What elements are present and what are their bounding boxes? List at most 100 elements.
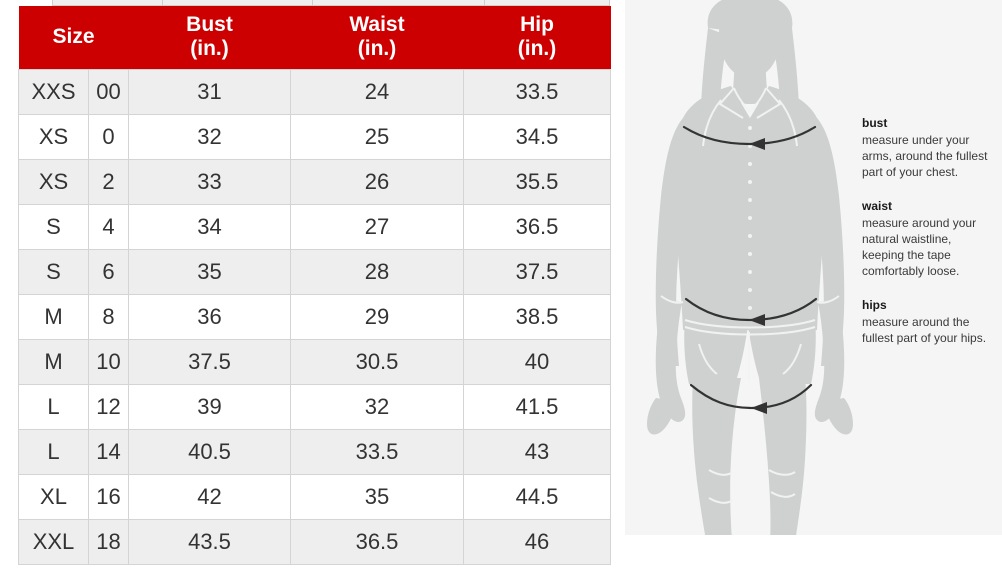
cell-size: XS <box>18 159 89 206</box>
table-row: XL 16 42 35 44.5 <box>18 474 611 521</box>
cell-num: 2 <box>88 159 129 206</box>
cell-hip: 41.5 <box>463 384 611 431</box>
size-chart-table: Size Bust (in.) Waist (in.) Hip (in.) XX… <box>18 6 611 566</box>
table-row: XS 2 33 26 35.5 <box>18 159 611 206</box>
column-header-size: Size <box>18 6 129 70</box>
table-header: Size Bust (in.) Waist (in.) Hip (in.) <box>18 6 611 70</box>
cell-bust: 39 <box>128 384 291 431</box>
cell-bust: 36 <box>128 294 291 341</box>
table-row: M 8 36 29 38.5 <box>18 294 611 341</box>
cell-bust: 37.5 <box>128 339 291 386</box>
female-body-silhouette-icon <box>647 0 853 535</box>
bust-arrowhead-icon <box>749 138 765 150</box>
table-row: XXS 00 31 24 33.5 <box>18 69 611 116</box>
clipped-cell-1 <box>53 0 163 6</box>
table-row: XS 0 32 25 34.5 <box>18 114 611 161</box>
cell-num: 10 <box>88 339 129 386</box>
cell-num: 00 <box>88 69 129 116</box>
measurement-illustration-panel: bust measure under your arms, around the… <box>625 0 1002 535</box>
cell-hip: 38.5 <box>463 294 611 341</box>
note-hips-body: measure around the fullest part of your … <box>862 314 987 345</box>
cell-size: S <box>18 204 89 251</box>
cell-waist: 26 <box>290 159 464 206</box>
cell-bust: 33 <box>128 159 291 206</box>
cell-size: XS <box>18 114 89 161</box>
cell-waist: 25 <box>290 114 464 161</box>
cell-size: S <box>18 249 89 296</box>
cell-hip: 35.5 <box>463 159 611 206</box>
cell-waist: 24 <box>290 69 464 116</box>
cell-waist: 32 <box>290 384 464 431</box>
cell-bust: 40.5 <box>128 429 291 476</box>
table-header-row: Size Bust (in.) Waist (in.) Hip (in.) <box>18 6 611 70</box>
note-waist-body: measure around your natural waistline, k… <box>862 216 977 278</box>
column-header-bust-label: Bust <box>186 13 233 36</box>
cell-waist: 29 <box>290 294 464 341</box>
cell-bust: 43.5 <box>128 519 291 566</box>
cell-size: XXS <box>18 69 89 116</box>
cell-size: L <box>18 384 89 431</box>
cell-num: 4 <box>88 204 129 251</box>
cell-num: 6 <box>88 249 129 296</box>
cell-hip: 33.5 <box>463 69 611 116</box>
cell-size: XXL <box>18 519 89 566</box>
table-body: XXS 00 31 24 33.5 XS 0 32 25 34.5 XS 2 33 26 35.5 S 4 34 2… <box>18 69 611 566</box>
table-row: L 12 39 32 41.5 <box>18 384 611 431</box>
clipped-table-row-top <box>18 0 610 6</box>
cell-waist: 35 <box>290 474 464 521</box>
cell-waist: 36.5 <box>290 519 464 566</box>
column-header-size-label: Size <box>52 24 95 48</box>
clipped-cell-2 <box>163 0 313 6</box>
waist-arrowhead-icon <box>749 314 765 326</box>
column-header-waist: Waist (in.) <box>290 6 464 70</box>
cell-hip: 44.5 <box>463 474 611 521</box>
cell-bust: 42 <box>128 474 291 521</box>
cell-waist: 28 <box>290 249 464 296</box>
cell-waist: 33.5 <box>290 429 464 476</box>
column-header-hip: Hip (in.) <box>463 6 611 70</box>
cell-num: 8 <box>88 294 129 341</box>
note-bust: bust measure under your arms, around the… <box>862 115 992 181</box>
cell-num: 0 <box>88 114 129 161</box>
column-header-waist-label: Waist <box>349 13 405 36</box>
cell-bust: 34 <box>128 204 291 251</box>
cell-bust: 32 <box>128 114 291 161</box>
cell-hip: 36.5 <box>463 204 611 251</box>
column-header-waist-unit: (in.) <box>357 36 397 60</box>
cell-size: M <box>18 294 89 341</box>
note-waist: waist measure around your natural waistl… <box>862 198 992 280</box>
column-header-bust: Bust (in.) <box>128 6 291 70</box>
cell-num: 12 <box>88 384 129 431</box>
note-hips: hips measure around the fullest part of … <box>862 297 992 347</box>
note-bust-title: bust <box>862 116 888 130</box>
table-row: S 6 35 28 37.5 <box>18 249 611 296</box>
cell-hip: 40 <box>463 339 611 386</box>
hips-arrowhead-icon <box>751 402 767 414</box>
clipped-cell-4 <box>485 0 610 6</box>
clipped-cell-pad <box>18 0 53 6</box>
cell-num: 16 <box>88 474 129 521</box>
column-header-hip-unit: (in.) <box>517 36 557 60</box>
column-header-bust-unit: (in.) <box>190 36 229 60</box>
cell-size: L <box>18 429 89 476</box>
cell-num: 14 <box>88 429 129 476</box>
cell-size: XL <box>18 474 89 521</box>
size-chart-table-region: Size Bust (in.) Waist (in.) Hip (in.) XX… <box>18 0 611 586</box>
table-row: XXL 18 43.5 36.5 46 <box>18 519 611 566</box>
cell-size: M <box>18 339 89 386</box>
note-bust-body: measure under your arms, around the full… <box>862 133 988 180</box>
cell-num: 18 <box>88 519 129 566</box>
cell-waist: 30.5 <box>290 339 464 386</box>
table-row: M 10 37.5 30.5 40 <box>18 339 611 386</box>
note-hips-title: hips <box>862 297 887 312</box>
cell-hip: 43 <box>463 429 611 476</box>
cell-bust: 31 <box>128 69 291 116</box>
cell-bust: 35 <box>128 249 291 296</box>
measurement-instructions: bust measure under your arms, around the… <box>862 115 992 364</box>
table-row: S 4 34 27 36.5 <box>18 204 611 251</box>
cell-waist: 27 <box>290 204 464 251</box>
cell-hip: 34.5 <box>463 114 611 161</box>
cell-hip: 46 <box>463 519 611 566</box>
clipped-cell-3 <box>313 0 485 6</box>
table-row: L 14 40.5 33.5 43 <box>18 429 611 476</box>
